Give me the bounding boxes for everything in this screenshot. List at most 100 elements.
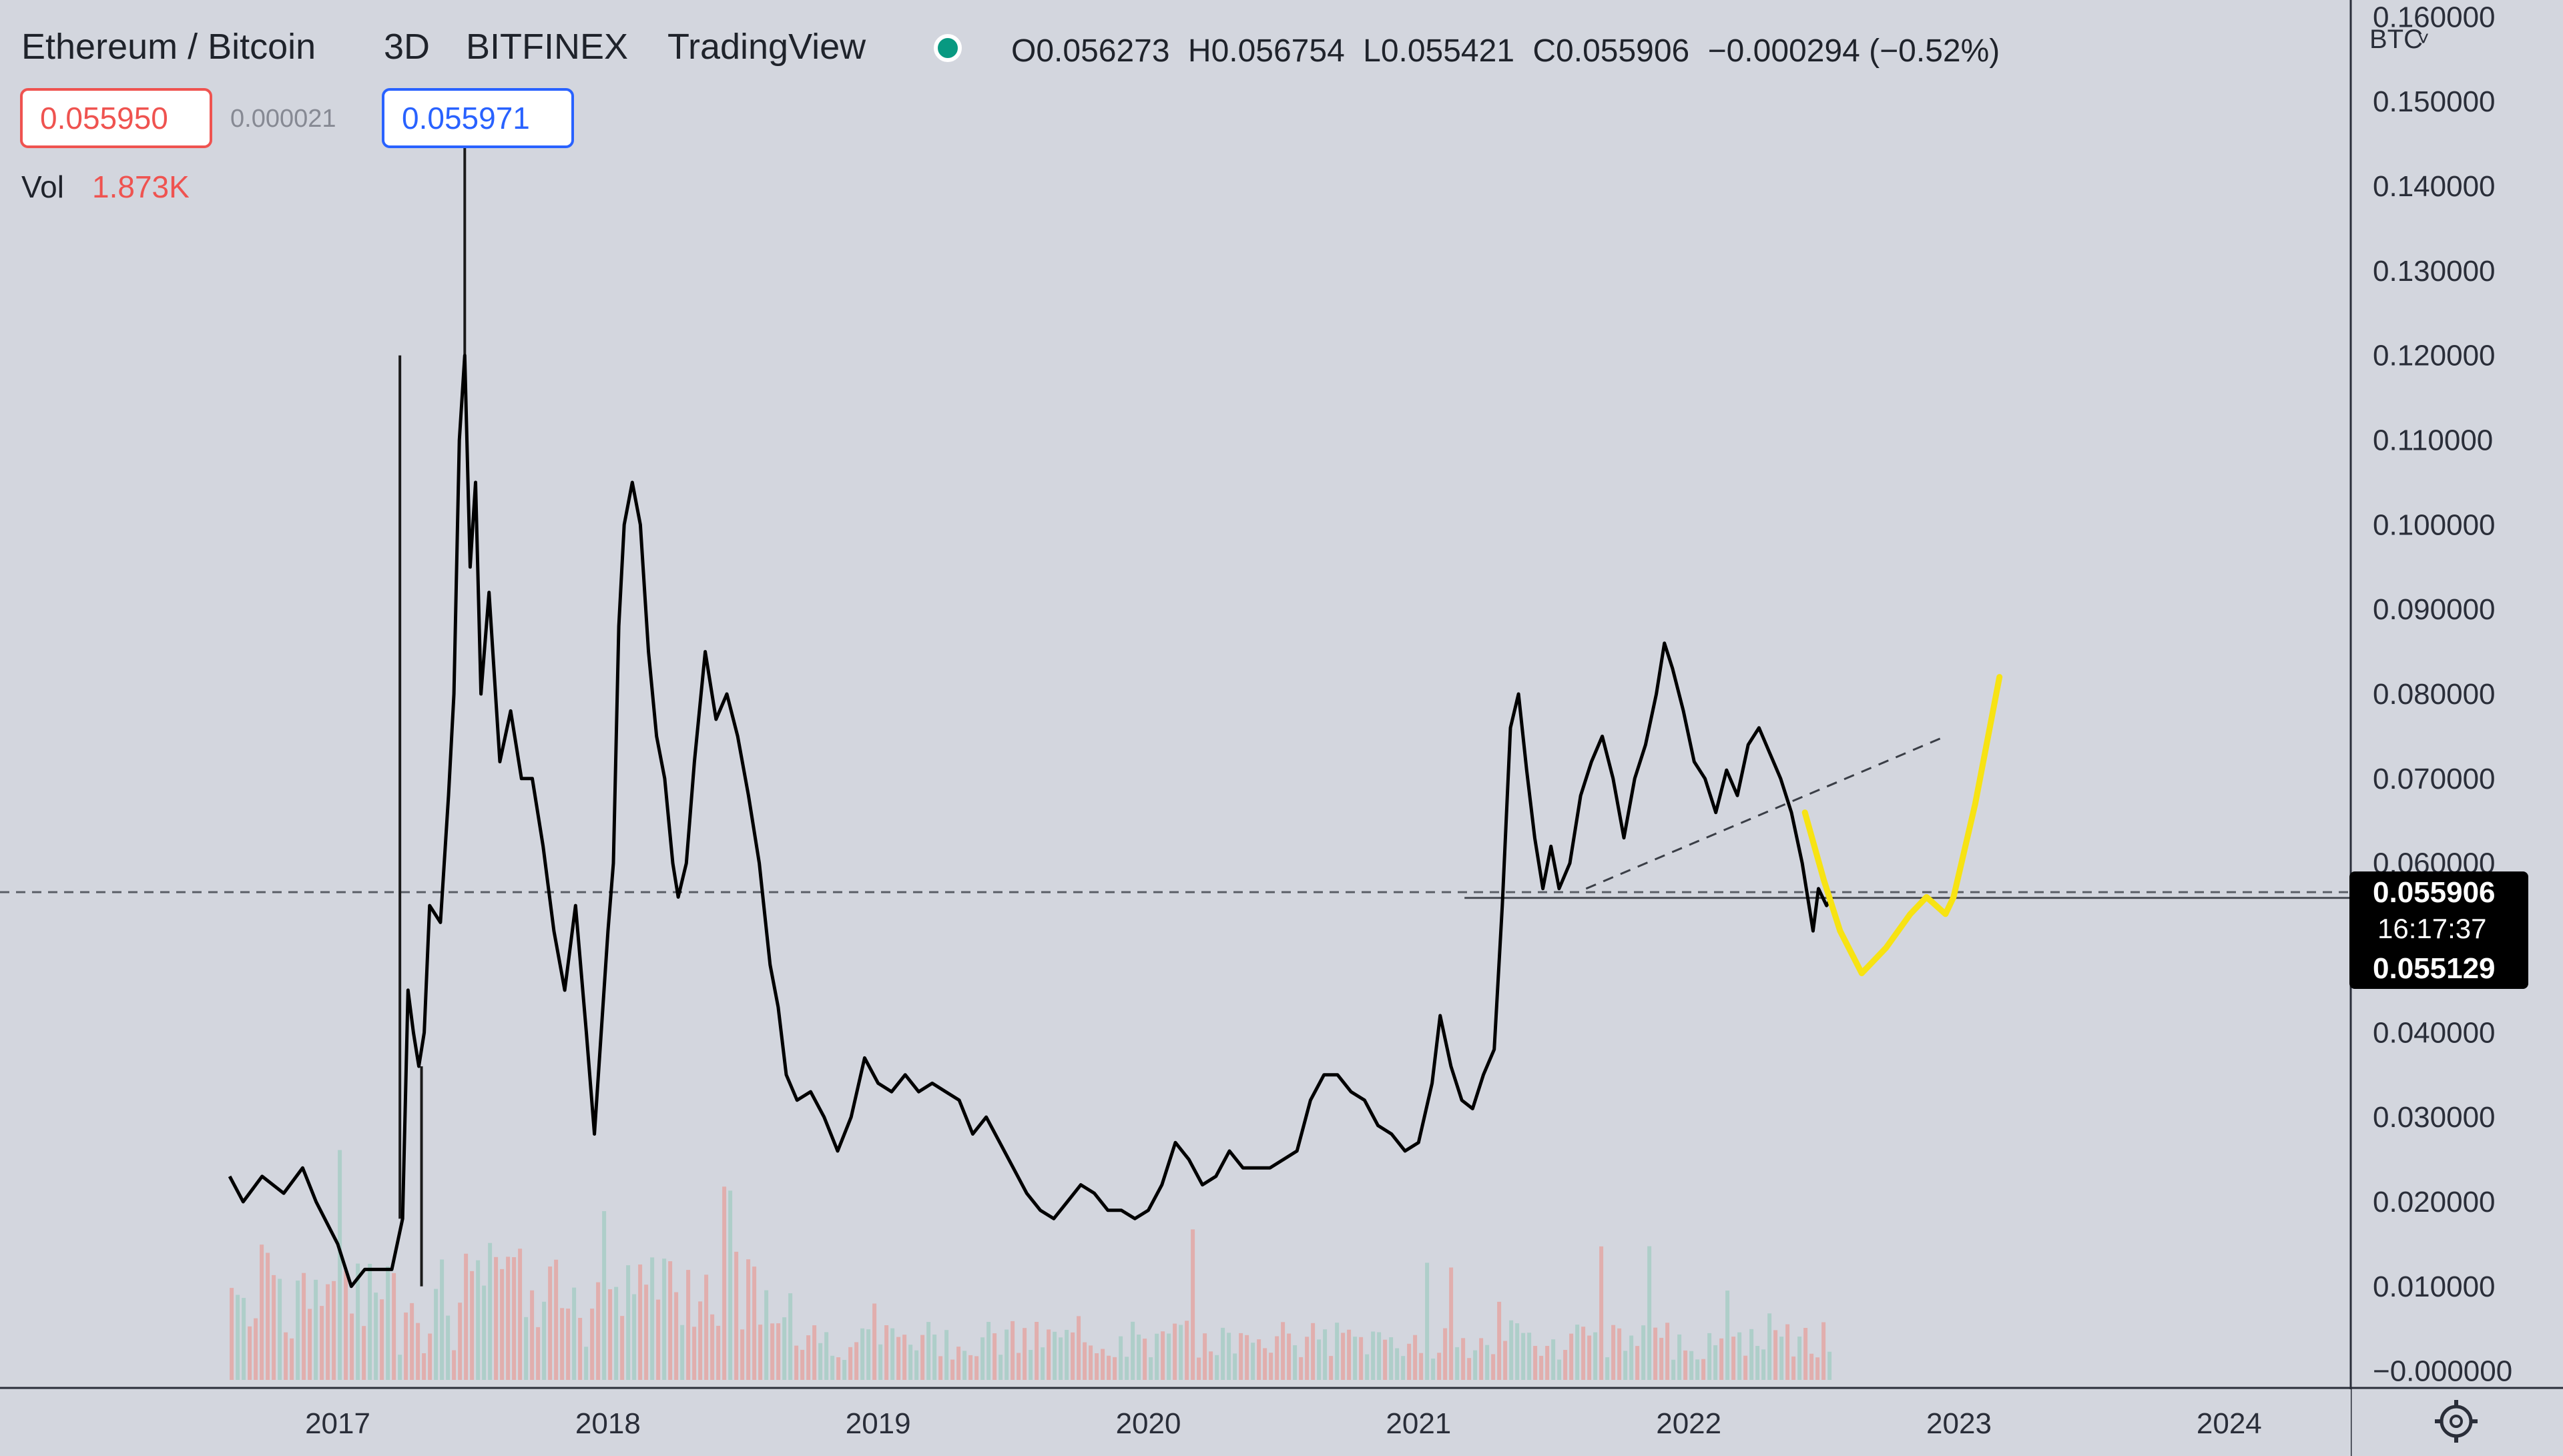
- sell-price-box[interactable]: [20, 88, 212, 148]
- plot-area[interactable]: [0, 0, 2351, 1388]
- volume-bar: [758, 1325, 763, 1380]
- volume-bar: [914, 1350, 919, 1380]
- price-axis-panel[interactable]: [2351, 0, 2563, 1388]
- volume-bar: [590, 1309, 595, 1380]
- volume-bar: [326, 1284, 330, 1380]
- volume-bar: [434, 1289, 439, 1380]
- volume-bar: [1353, 1337, 1358, 1380]
- volume-bar: [1227, 1333, 1231, 1380]
- volume-bar: [1809, 1353, 1814, 1380]
- volume-bar: [1059, 1337, 1063, 1380]
- volume-bar: [794, 1345, 799, 1380]
- volume-bar: [320, 1306, 324, 1380]
- volume-bar: [1587, 1335, 1592, 1380]
- volume-bar: [830, 1355, 835, 1380]
- volume-bar: [1299, 1357, 1304, 1380]
- price-tick-label: 0.080000: [2373, 678, 2496, 711]
- volume-bar: [1419, 1353, 1424, 1380]
- volume-bar: [782, 1317, 787, 1380]
- volume-bar: [1821, 1322, 1826, 1380]
- volume-bar: [1827, 1351, 1832, 1380]
- sell-price-value[interactable]: 0.055950: [40, 101, 168, 135]
- volume-bar: [854, 1342, 859, 1380]
- price-series-line[interactable]: [228, 354, 1833, 1289]
- volume-bar: [278, 1279, 282, 1380]
- price-tick-label: 0.040000: [2373, 1016, 2496, 1049]
- volume-bar: [1269, 1353, 1273, 1380]
- last-price-tag: 0.055906 16:17:37 0.055129: [2349, 871, 2528, 989]
- volume-bar: [344, 1270, 348, 1380]
- volume-bar: [1083, 1342, 1087, 1380]
- source-label[interactable]: TradingView: [667, 27, 866, 67]
- volume-bar: [1239, 1333, 1243, 1380]
- volume-bar: [746, 1259, 751, 1380]
- volume-bar: [248, 1326, 252, 1380]
- last-price-value: 0.055906: [2373, 876, 2496, 909]
- volume-bar: [1689, 1351, 1694, 1380]
- volume-bar: [1335, 1323, 1340, 1380]
- volume-bar: [896, 1337, 901, 1380]
- volume-bar: [1545, 1346, 1550, 1380]
- volume-bar: [1251, 1343, 1255, 1380]
- interval-label[interactable]: 3D: [384, 27, 430, 67]
- chevron-down-icon[interactable]: ˅: [2417, 28, 2430, 50]
- volume-bar: [1719, 1338, 1724, 1380]
- volume-bar: [260, 1244, 264, 1380]
- market-status-dot[interactable]: [934, 34, 962, 62]
- volume-bar: [878, 1344, 883, 1380]
- time-axis-panel[interactable]: [0, 1389, 2351, 1456]
- volume-bar: [668, 1261, 673, 1380]
- projection-drawing-line[interactable]: [1801, 674, 2003, 976]
- time-tick-label: 2020: [1116, 1407, 1181, 1440]
- volume-bar: [566, 1309, 571, 1380]
- gear-icon[interactable]: [2435, 1400, 2478, 1443]
- volume-bar: [416, 1323, 420, 1380]
- volume-bar: [752, 1266, 757, 1380]
- volume-bar: [1479, 1338, 1484, 1380]
- buy-price-value[interactable]: 0.055971: [402, 101, 530, 135]
- volume-bar: [308, 1309, 312, 1380]
- volume-bar: [920, 1335, 925, 1380]
- volume-bar: [1581, 1327, 1586, 1380]
- chart-legend[interactable]: Ethereum / Bitcoin 3D BITFINEX TradingVi…: [20, 27, 2000, 204]
- volume-bar: [1785, 1324, 1790, 1380]
- volume-bar: [1089, 1345, 1093, 1380]
- volume-bar: [1569, 1333, 1574, 1380]
- price-tick-label: 0.070000: [2373, 763, 2496, 795]
- volume-bar: [620, 1316, 625, 1380]
- volume-bar: [1005, 1329, 1009, 1380]
- trendline-dashed[interactable]: [1585, 735, 1946, 890]
- price-tick-label: 0.020000: [2373, 1186, 2496, 1218]
- exchange-label[interactable]: BITFINEX: [466, 27, 628, 67]
- volume-bar: [1773, 1330, 1778, 1380]
- volume-bar: [638, 1264, 643, 1380]
- volume-bar: [614, 1287, 619, 1380]
- volume-bar: [1383, 1339, 1388, 1380]
- volume-bar: [1155, 1333, 1159, 1380]
- buy-price-box[interactable]: [382, 88, 574, 148]
- volume-bar: [1137, 1335, 1141, 1380]
- time-tick-label: 2017: [305, 1407, 370, 1440]
- volume-bar: [1107, 1355, 1111, 1380]
- volume-bar: [1197, 1357, 1201, 1380]
- volume-bar: [866, 1329, 871, 1380]
- volume-bar: [1599, 1246, 1604, 1380]
- spread-value: 0.000021: [230, 105, 336, 133]
- axis-currency-label[interactable]: BTC: [2369, 25, 2423, 54]
- volume-label[interactable]: Vol: [21, 169, 64, 204]
- volume-bar: [1611, 1325, 1616, 1380]
- volume-bar: [728, 1190, 733, 1380]
- volume-bar: [926, 1322, 931, 1380]
- symbol-title[interactable]: Ethereum / Bitcoin: [21, 27, 316, 67]
- volume-bar: [686, 1270, 691, 1380]
- volume-bar: [470, 1270, 475, 1380]
- volume-bar: [716, 1325, 721, 1380]
- price-tick-label: 0.010000: [2373, 1270, 2496, 1303]
- volume-bar: [1629, 1335, 1634, 1380]
- time-tick-label: 2023: [1926, 1407, 1992, 1440]
- volume-bar: [938, 1356, 943, 1380]
- volume-bar: [542, 1301, 547, 1380]
- volume-bar: [1203, 1333, 1207, 1380]
